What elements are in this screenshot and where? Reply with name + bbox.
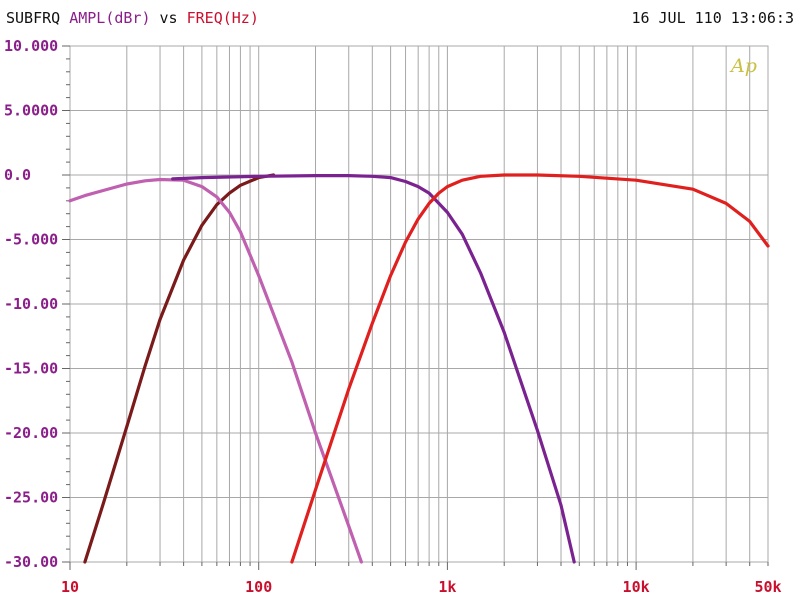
y-tick-label: -20.00 — [4, 424, 58, 442]
y-tick-label: -30.00 — [4, 553, 58, 571]
chart-header: SUBFRQ AMPL(dBr) vs FREQ(Hz) 16 JUL 110 … — [0, 0, 800, 34]
y-tick-label: 5.0000 — [4, 102, 58, 120]
header-title: SUBFRQ AMPL(dBr) vs FREQ(Hz) — [6, 9, 259, 27]
x-tick-label: 1k — [438, 578, 456, 596]
y-tick-label: -10.00 — [4, 295, 58, 313]
header-y-quantity: AMPL(dBr) — [69, 9, 151, 27]
y-tick-label: 10.000 — [4, 37, 58, 55]
y-tick-label: -5.000 — [4, 231, 58, 249]
y-tick-label: -25.00 — [4, 489, 58, 507]
header-time: 13:06:3 — [730, 9, 794, 27]
header-date: 16 JUL 110 — [631, 9, 722, 27]
y-tick-label: 0.0 — [4, 166, 31, 184]
x-tick-label: 10 — [61, 578, 79, 596]
x-tick-labels: 10 100 1k 10k 50k — [61, 578, 782, 596]
y-tick-label: -15.00 — [4, 360, 58, 378]
x-tick-label: 50k — [754, 578, 781, 596]
series-lines — [68, 173, 770, 564]
series-line-4 — [290, 173, 770, 564]
ap-logo: Ap — [729, 55, 757, 77]
grid — [69, 45, 769, 563]
x-tick-label: 100 — [245, 578, 272, 596]
series-line-2 — [68, 177, 363, 564]
header-vs: vs — [159, 9, 178, 27]
y-tick-labels: 10.000 5.0000 0.0 -5.000 -10.00 -15.00 -20.00 -… — [4, 37, 58, 571]
series-line-3 — [171, 174, 576, 564]
series-line-1 — [83, 173, 276, 564]
header-measure: SUBFRQ — [6, 9, 61, 27]
plot-frame — [62, 45, 769, 570]
x-tick-label: 10k — [623, 578, 650, 596]
header-x-quantity: FREQ(Hz) — [186, 9, 259, 27]
header-timestamp: 16 JUL 110 13:06:3 — [631, 9, 794, 27]
